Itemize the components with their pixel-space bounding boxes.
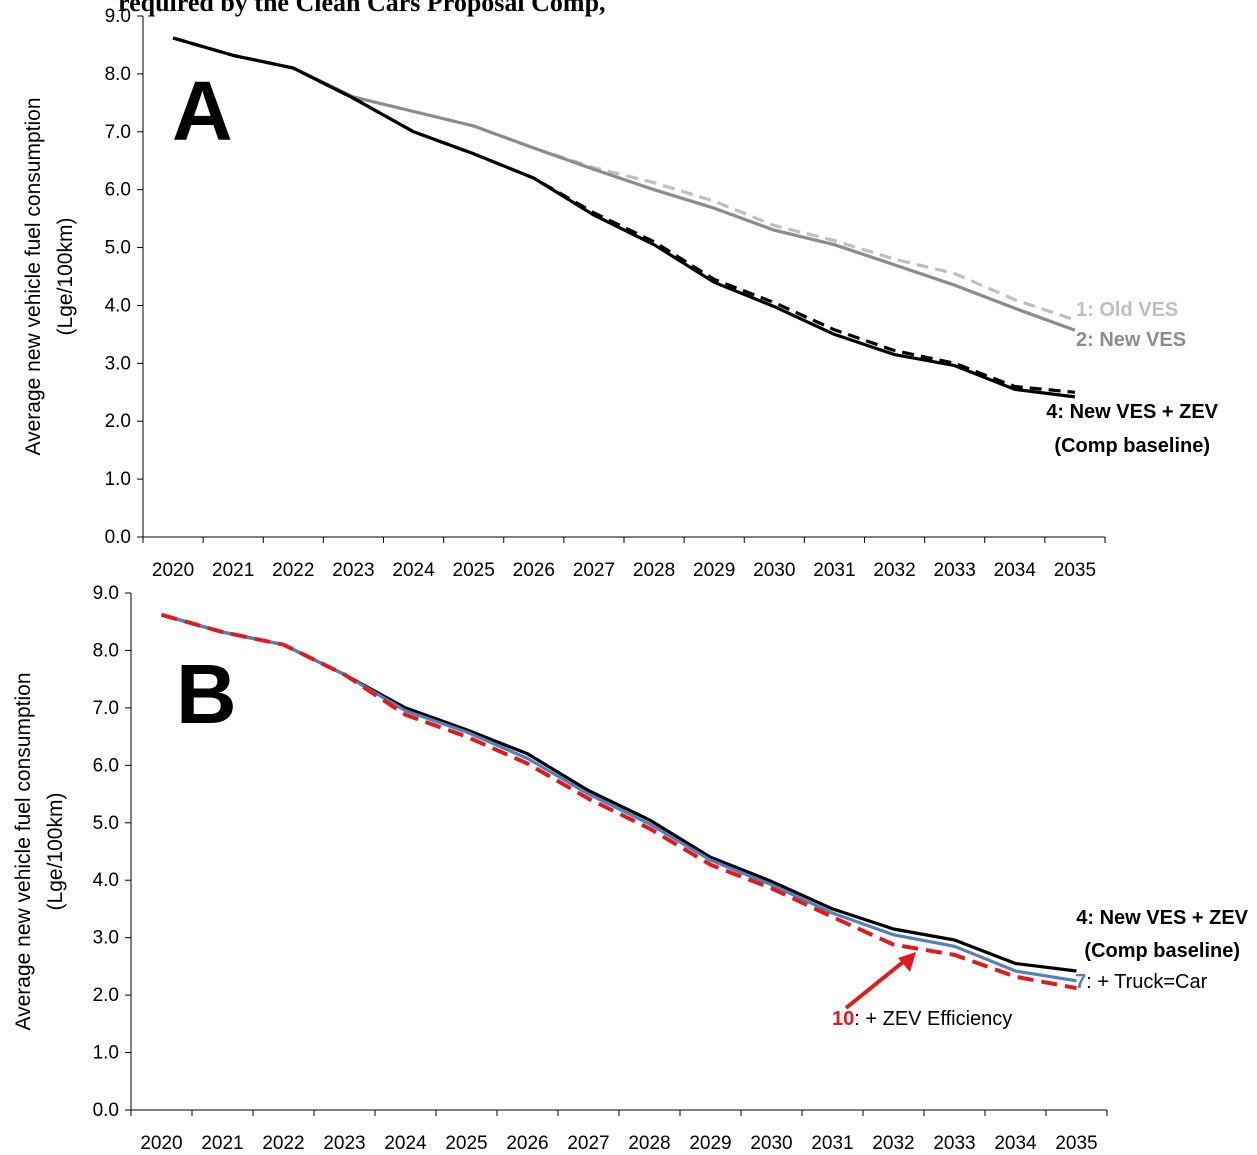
x-tick-label: 2022 — [262, 1133, 304, 1154]
x-tick-label: 2028 — [628, 1133, 670, 1154]
series-label: 4: New VES + ZEV — [1076, 907, 1248, 929]
x-tick-label: 2023 — [332, 560, 374, 581]
x-tick-label: 2028 — [633, 560, 675, 581]
y-tick-label: 7.0 — [105, 122, 131, 143]
series-line-2 — [172, 36, 1076, 332]
x-tick-label: 2035 — [1054, 560, 1096, 581]
y-tick-label: 8.0 — [93, 640, 119, 661]
series-line-1 — [161, 613, 1077, 973]
x-tick-label: 2035 — [1055, 1133, 1097, 1154]
x-tick-label: 2027 — [573, 560, 615, 581]
y-tick-label: 5.0 — [105, 238, 131, 259]
y-axis-label: Average new vehicle fuel consumption — [12, 673, 35, 1031]
x-tick-label: 2021 — [212, 560, 254, 581]
panel-label: A — [172, 64, 233, 158]
series-label: 7: + Truck=Car — [1075, 971, 1208, 993]
y-tick-label: 0.0 — [93, 1100, 119, 1121]
y-tick-label: 9.0 — [105, 6, 131, 27]
series-label: (Comp baseline) — [1084, 940, 1240, 962]
x-tick-label: 2033 — [934, 560, 976, 581]
x-tick-label: 2026 — [513, 560, 555, 581]
series-line-4 — [172, 36, 1076, 399]
y-axis-label-unit: (Lge/100km) — [54, 218, 77, 336]
series-label: 2: New VES — [1076, 329, 1186, 351]
y-tick-label: 3.0 — [105, 353, 131, 374]
y-tick-label: 7.0 — [93, 698, 119, 719]
x-tick-label: 2032 — [873, 560, 915, 581]
x-tick-label: 2022 — [272, 560, 314, 581]
series-label: 4: New VES + ZEV — [1046, 401, 1218, 423]
y-tick-label: 5.0 — [93, 813, 119, 834]
panel-a-chart: 0.0 1.0 2.0 3.0 4.0 5.0 6.0 7.0 8.0 9.0 2020 2021 20… — [22, 6, 1219, 581]
x-tick-label: 2027 — [567, 1133, 609, 1154]
x-tick-label: 2024 — [392, 560, 435, 581]
annotation-arrow-head — [898, 952, 916, 972]
y-tick-label: 6.0 — [105, 180, 131, 201]
y-tick-label: 3.0 — [93, 928, 119, 949]
x-tick-label: 2030 — [753, 560, 795, 581]
series-label: 1: Old VES — [1076, 299, 1178, 321]
series-label-text: : + ZEV Efficiency — [854, 1008, 1012, 1030]
x-tick-label: 2034 — [994, 560, 1037, 581]
page-title: required by the Clean Cars Proposal Comp… — [118, 0, 606, 17]
x-tick-label: 2033 — [933, 1133, 975, 1154]
y-tick-label: 2.0 — [105, 411, 131, 432]
y-tick-label: 4.0 — [105, 295, 131, 316]
series-line-3 — [160, 612, 1077, 991]
annotation-arrow — [844, 956, 910, 1010]
series-line-2 — [161, 613, 1077, 983]
series-label: (Comp baseline) — [1054, 435, 1210, 457]
x-tick-label: 2023 — [323, 1133, 365, 1154]
y-tick-label: 6.0 — [93, 755, 119, 776]
y-tick-label: 0.0 — [105, 527, 131, 548]
y-tick-label: 8.0 — [105, 64, 131, 85]
y-tick-label: 4.0 — [93, 870, 119, 891]
x-tick-label: 2025 — [453, 560, 495, 581]
y-axis-label: Average new vehicle fuel consumption — [22, 98, 45, 456]
x-tick-label: 2025 — [445, 1133, 487, 1154]
x-tick-label: 2020 — [152, 560, 194, 581]
x-tick-label: 2031 — [813, 560, 855, 581]
y-axis-label-unit: (Lge/100km) — [44, 793, 67, 911]
y-tick-label: 1.0 — [93, 1043, 119, 1064]
x-tick-label: 2030 — [750, 1133, 792, 1154]
x-tick-label: 2034 — [994, 1133, 1037, 1154]
series-label-text: : + Truck=Car — [1086, 971, 1207, 993]
series-label-number: 10 — [832, 1008, 854, 1030]
y-tick-label: 2.0 — [93, 985, 119, 1006]
series-line-3 — [172, 36, 1076, 394]
series-label: 10: + ZEV Efficiency — [832, 1008, 1012, 1030]
x-tick-label: 2024 — [384, 1133, 427, 1154]
series-label-number: 7 — [1075, 971, 1086, 993]
x-tick-label: 2029 — [693, 560, 735, 581]
y-tick-label: 1.0 — [105, 469, 131, 490]
panel-b-chart: 0.0 1.0 2.0 3.0 4.0 5.0 6.0 7.0 8.0 9.0 2020 2021 20… — [12, 583, 1249, 1154]
panel-label: B — [176, 647, 237, 741]
x-tick-label: 2031 — [811, 1133, 853, 1154]
x-tick-label: 2032 — [872, 1133, 914, 1154]
x-tick-label: 2029 — [689, 1133, 731, 1154]
y-tick-label: 9.0 — [93, 583, 119, 604]
x-tick-label: 2026 — [506, 1133, 548, 1154]
x-tick-label: 2020 — [140, 1133, 182, 1154]
x-tick-label: 2021 — [201, 1133, 243, 1154]
